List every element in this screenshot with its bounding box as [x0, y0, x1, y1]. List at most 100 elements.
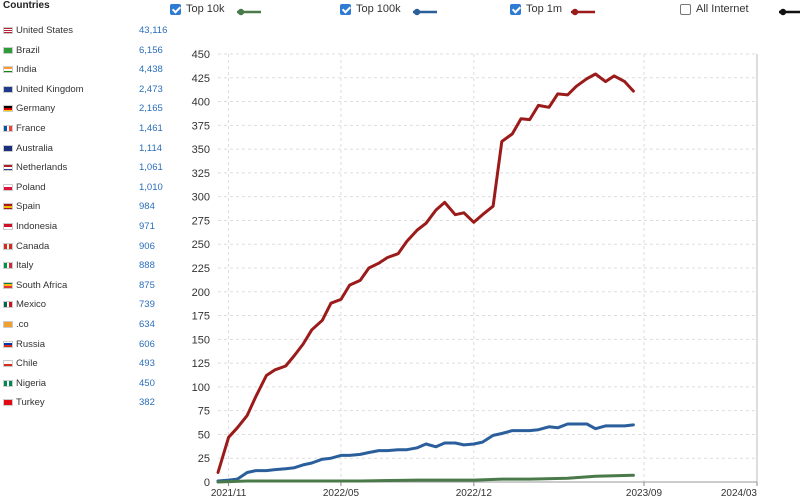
- legend-swatch-icon: [570, 8, 595, 16]
- country-row[interactable]: Australia 1,114: [0, 142, 172, 158]
- country-count: 6,156: [139, 44, 163, 56]
- checkbox[interactable]: [340, 4, 351, 15]
- flag-icon: [3, 183, 13, 191]
- legend-swatch-icon: [237, 8, 262, 16]
- country-count: 1,461: [139, 123, 163, 134]
- x-tick-label: 2024/03: [721, 488, 758, 498]
- legend-label: Top 100k: [356, 3, 401, 15]
- country-row[interactable]: Spain 984: [0, 200, 172, 216]
- country-row[interactable]: Netherlands 1,061: [0, 161, 172, 177]
- country-row[interactable]: Russia 606: [0, 338, 172, 354]
- flag-icon: [3, 223, 13, 230]
- y-tick-label: 325: [192, 168, 210, 180]
- country-count: 1,010: [139, 181, 163, 193]
- country-count: 634: [139, 319, 155, 330]
- country-row[interactable]: Italy 888: [0, 259, 172, 275]
- country-name: .co: [16, 319, 29, 330]
- flag-icon: [3, 27, 13, 34]
- flag-icon: [3, 360, 13, 368]
- country-row[interactable]: South Africa 875: [0, 279, 172, 295]
- country-row[interactable]: Mexico 739: [0, 298, 172, 314]
- legend-swatch-icon: [778, 8, 800, 16]
- legend-swatch-icon: [413, 8, 438, 16]
- country-name: Brazil: [16, 44, 40, 56]
- flag-icon: [3, 105, 13, 113]
- x-tick-label: 2022/12: [456, 488, 493, 498]
- countries-sidebar: Countries United States 43,116 Brazil 6,156…: [0, 0, 172, 498]
- country-row[interactable]: India 4,438: [0, 63, 172, 79]
- country-count: 382: [139, 397, 155, 409]
- country-row[interactable]: Turkey 382: [0, 396, 172, 412]
- flag-icon: [3, 144, 13, 152]
- y-tick-label: 75: [198, 406, 210, 418]
- country-name: Russia: [16, 338, 46, 350]
- country-name: Australia: [16, 142, 53, 154]
- country-name: Poland: [16, 181, 46, 193]
- country-count: 1,114: [139, 142, 163, 154]
- country-row[interactable]: Indonesia 971: [0, 220, 172, 236]
- country-row[interactable]: Nigeria 450: [0, 377, 172, 393]
- country-count: 4,438: [139, 64, 163, 76]
- country-name: Italy: [16, 260, 34, 272]
- country-row[interactable]: Canada 906: [0, 240, 172, 256]
- flag-icon: [3, 203, 13, 211]
- country-count: 984: [139, 201, 155, 213]
- series-line-top-10k: [216, 473, 635, 484]
- chart-legend: Top 10k Top 100k Top 1m All Internet: [170, 0, 800, 20]
- country-count: 888: [139, 260, 155, 272]
- country-name: Germany: [16, 103, 56, 115]
- country-count: 2,165: [139, 103, 163, 115]
- flag-icon: [3, 66, 13, 74]
- flag-icon: [3, 242, 13, 250]
- country-name: Indonesia: [16, 221, 58, 232]
- country-row[interactable]: Brazil 6,156: [0, 44, 172, 60]
- flag-icon: [3, 340, 13, 348]
- country-name: United Kingdom: [16, 83, 84, 95]
- country-row[interactable]: France 1,461: [0, 122, 172, 138]
- country-name: Netherlands: [16, 162, 68, 174]
- country-row[interactable]: United States 43,116: [0, 24, 172, 40]
- country-name: India: [16, 64, 37, 76]
- flag-icon: [3, 262, 13, 270]
- country-name: Mexico: [16, 299, 47, 311]
- x-tick-label: 2023/09: [626, 488, 663, 498]
- flag-icon: [3, 321, 13, 328]
- legend-label: Top 10k: [186, 3, 225, 15]
- country-row[interactable]: Poland 1,010: [0, 181, 172, 197]
- x-tick-label: 2021/11: [211, 488, 247, 498]
- checkbox[interactable]: [170, 4, 181, 15]
- country-name: Nigeria: [16, 377, 47, 389]
- country-count: 2,473: [139, 83, 163, 95]
- country-row[interactable]: Chile 493: [0, 357, 172, 373]
- flag-icon: [3, 399, 13, 407]
- series-line-top-100k: [216, 422, 635, 483]
- y-tick-label: 400: [192, 97, 210, 109]
- country-name: Spain: [16, 201, 41, 213]
- flag-icon: [3, 125, 13, 132]
- country-name: United States: [16, 25, 74, 36]
- flag-icon: [3, 85, 13, 93]
- country-count: 906: [139, 240, 155, 252]
- country-count: 971: [139, 221, 155, 232]
- y-tick-label: 350: [192, 144, 210, 156]
- country-row[interactable]: .co 634: [0, 318, 172, 334]
- y-tick-label: 25: [198, 453, 210, 465]
- checkbox[interactable]: [680, 4, 691, 15]
- y-tick-label: 100: [192, 382, 210, 394]
- country-count: 1,061: [139, 162, 163, 174]
- y-tick-label: 450: [192, 49, 210, 61]
- country-row[interactable]: Germany 2,165: [0, 102, 172, 118]
- flag-icon: [3, 379, 13, 387]
- country-count: 606: [139, 338, 155, 350]
- flag-icon: [3, 164, 13, 172]
- y-tick-label: 225: [192, 263, 210, 275]
- country-name: South Africa: [16, 279, 68, 291]
- country-count: 875: [139, 279, 155, 291]
- country-row[interactable]: United Kingdom 2,473: [0, 83, 172, 99]
- country-name: Chile: [16, 358, 38, 370]
- checkbox[interactable]: [510, 4, 521, 15]
- series-line-top-1m: [216, 72, 635, 474]
- y-tick-label: 150: [192, 334, 210, 346]
- country-name: Canada: [16, 240, 50, 252]
